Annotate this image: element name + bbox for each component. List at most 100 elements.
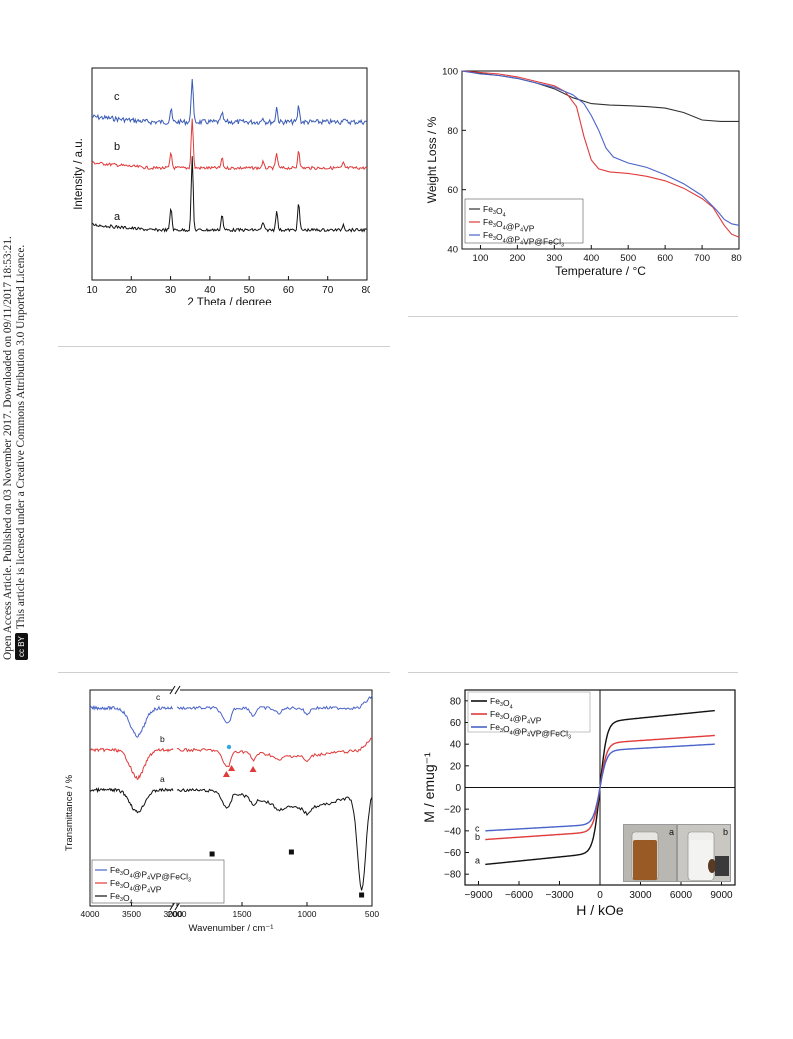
vsm-tick-label: 9000	[710, 890, 733, 901]
vsm-series-label: b	[475, 832, 480, 842]
ftir-legend-label: Fe3O4@P4VP@FeCl3	[110, 865, 191, 884]
ftir-legend-label: Fe3O4@P4VP	[110, 878, 162, 894]
vsm-tick-label: 3000	[629, 890, 652, 901]
ftir-tick-label: 1500	[233, 909, 252, 919]
xrd-tick-label: 60	[283, 285, 295, 296]
vsm-tick-label: −9000	[464, 890, 493, 901]
license-text: Open Access Article. Published on 03 Nov…	[2, 236, 28, 660]
divider-right-mid	[408, 672, 738, 673]
tga-tick-label: 300	[546, 253, 562, 264]
xrd-tick-label: 20	[126, 285, 138, 296]
vsm-legend-label: Fe3O4@P4VP	[490, 709, 542, 725]
xrd-tick-label: 40	[204, 285, 216, 296]
vsm-tick-label: −3000	[545, 890, 574, 901]
ftir-tick-label: 3000	[164, 909, 183, 919]
inset-label-b: b	[723, 827, 728, 837]
vial-b-liquid	[689, 840, 713, 880]
vsm-tick-label: −20	[444, 805, 461, 816]
tga-tick-label: 60	[447, 185, 458, 196]
tga-tick-label: 100	[473, 253, 489, 264]
ftir-series-label: b	[160, 734, 165, 744]
tga-legend-label: Fe3O4@P4VP@FeCl3	[483, 230, 564, 249]
xrd-series-line	[91, 156, 368, 233]
vsm-legend-box	[467, 691, 591, 733]
tga-legend-box	[464, 198, 584, 244]
tga-xlabel: Temperature / °C	[555, 264, 646, 278]
ftir-series-line	[89, 786, 174, 814]
vsm-series-label: c	[475, 824, 480, 834]
divider-left-top	[58, 346, 390, 347]
vsm-tick-label: 80	[450, 696, 462, 707]
ftir-marker-dot	[226, 744, 232, 750]
tga-ylabel: Weight Loss / %	[425, 116, 439, 203]
vsm-tick-label: 40	[450, 740, 462, 751]
ftir-series-line	[176, 695, 373, 724]
ftir-series-line	[89, 705, 173, 738]
vsm-tick-label: −40	[444, 826, 461, 837]
magnet	[715, 856, 729, 876]
vial-a-liquid	[633, 840, 657, 880]
ftir-series-line	[176, 787, 373, 891]
tga-chart: 100 200 300 400 500 600 700 800 40 60 80 100 Tempera…	[425, 67, 742, 279]
ftir-break-gap	[172, 686, 180, 694]
vsm-tick-label: 6000	[670, 890, 693, 901]
vsm-tick-label: −80	[444, 870, 461, 881]
tga-tick-label: 700	[694, 253, 710, 264]
divider-right-top	[408, 316, 738, 317]
ftir-series-label: c	[156, 692, 161, 702]
inset-label-a: a	[669, 827, 674, 837]
vsm-tick-label: 20	[450, 761, 462, 772]
license-line: cc BYThis article is licensed under a Cr…	[15, 236, 28, 660]
vsm-legend-label: Fe3O4	[490, 696, 513, 710]
vsm-tick-label: 0	[597, 890, 603, 901]
tga-tick-label: 40	[447, 245, 458, 256]
ftir-tick-label: 500	[365, 909, 379, 919]
xrd-tick-label: 10	[86, 285, 98, 296]
ftir-marker-square	[359, 892, 365, 898]
tga-series-line	[461, 70, 740, 226]
ftir-xlabel: Wavenumber / cm⁻¹	[189, 923, 274, 934]
xrd-tick-label: 50	[244, 285, 256, 296]
tga-tick-label: 400	[583, 253, 599, 264]
xrd-series-line	[91, 78, 368, 127]
ftir-tick-label: 1000	[298, 909, 317, 919]
tga-tick-label: 600	[657, 253, 673, 264]
xrd-series-label: a	[114, 211, 121, 223]
cc-icon[interactable]: cc BY	[15, 633, 28, 660]
xrd-frame	[91, 67, 368, 281]
tga-tick-label: 500	[620, 253, 636, 264]
ftir-series-label: a	[160, 774, 165, 784]
vsm-series-label: a	[475, 856, 480, 866]
vsm-tick-label: 0	[455, 783, 461, 794]
ftir-series-line	[176, 736, 373, 768]
tga-series-line	[461, 70, 740, 238]
xrd-xlabel: 2 Theta / degree	[187, 297, 271, 305]
xrd-ylabel: Intensity / a.u.	[73, 138, 85, 210]
ftir-tick-label: 2000	[168, 909, 187, 919]
ftir-marker-triangle	[222, 771, 230, 777]
ftir-marker-square	[288, 849, 294, 855]
tga-series-line	[461, 70, 739, 122]
ftir-marker-triangle	[249, 766, 257, 772]
xrd-chart: 10 20 30 40 50 60 70 80 2 Theta / degree Intensit…	[73, 67, 370, 305]
xrd-series-line	[91, 118, 368, 171]
tga-tick-label: 100	[442, 67, 458, 78]
xrd-tick-label: 70	[322, 285, 334, 296]
tga-tick-label: 200	[509, 253, 525, 264]
xrd-tick-label: 30	[165, 285, 177, 296]
ftir-tick-label: 4000	[81, 909, 100, 919]
vsm-legend-label: Fe3O4@P4VP@FeCl3	[490, 722, 571, 741]
magnet-aggregate	[708, 859, 716, 873]
ftir-break-mark	[169, 685, 176, 695]
vsm-tick-label: 60	[450, 718, 462, 729]
xrd-tick-label: 80	[361, 285, 370, 296]
ftir-marker-square	[209, 851, 215, 857]
ftir-tick-label: 3500	[122, 909, 141, 919]
divider-left-mid	[58, 672, 390, 673]
vsm-tick-label: −60	[444, 848, 461, 859]
vsm-ylabel: M / emug⁻¹	[421, 752, 437, 823]
